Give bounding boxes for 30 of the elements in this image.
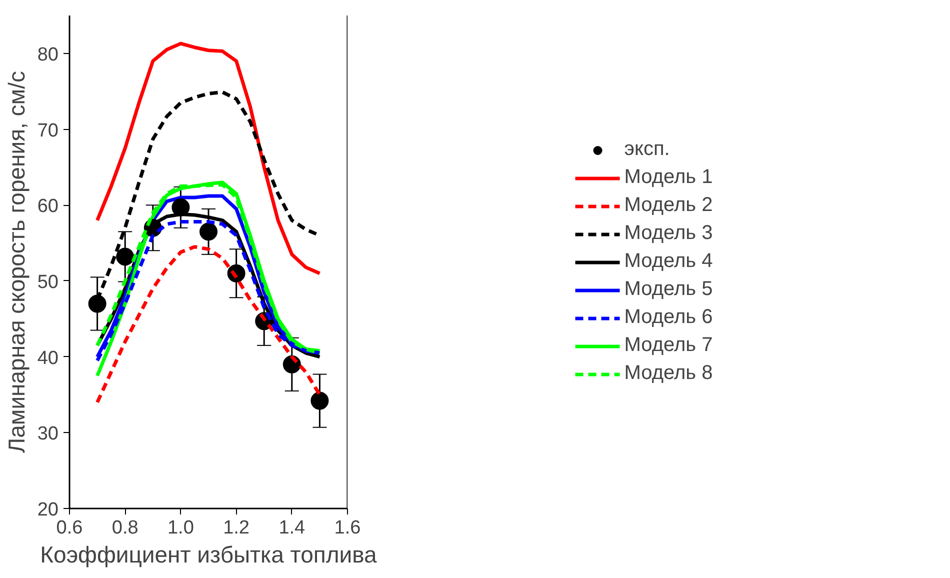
x-tick-label: 0.8 [112, 518, 138, 538]
x-tick-label: 1.0 [167, 518, 194, 538]
point [310, 392, 329, 410]
legend-label: Модель 2 [624, 194, 713, 218]
point [116, 248, 134, 266]
point [172, 198, 190, 216]
legend-label: Модель 8 [624, 362, 713, 386]
legend-label: Модель 5 [624, 278, 713, 302]
x-tick-label: 1.2 [223, 518, 250, 538]
x-axis-title: Коэффициент избытка топлива [40, 542, 378, 568]
y-axis-title: Ламинарная скорость горения, см/с [3, 70, 30, 454]
y-tick-label: 70 [37, 120, 59, 142]
point [88, 294, 106, 313]
legend-label: Модель 6 [624, 306, 713, 330]
y-tick-label: 30 [37, 424, 59, 445]
x-tick-label: 1.4 [278, 518, 306, 538]
x-tick-label: 1.6 [334, 518, 361, 538]
y-tick-label: 20 [37, 500, 59, 520]
y-tick-label: 80 [37, 44, 59, 66]
y-tick-label: 40 [37, 348, 59, 369]
legend-label: эксп. [624, 138, 670, 162]
legend-label: Модель 7 [624, 334, 713, 358]
line-series [96, 42, 322, 276]
point [200, 222, 218, 241]
legend-label: Модель 3 [624, 222, 713, 246]
legend-label: Модель 4 [624, 250, 713, 274]
legend-label: Модель 1 [624, 166, 713, 190]
y-tick-label: 60 [37, 196, 59, 218]
y-tick-label: 50 [37, 272, 59, 293]
x-tick-label: 0.6 [56, 518, 83, 538]
